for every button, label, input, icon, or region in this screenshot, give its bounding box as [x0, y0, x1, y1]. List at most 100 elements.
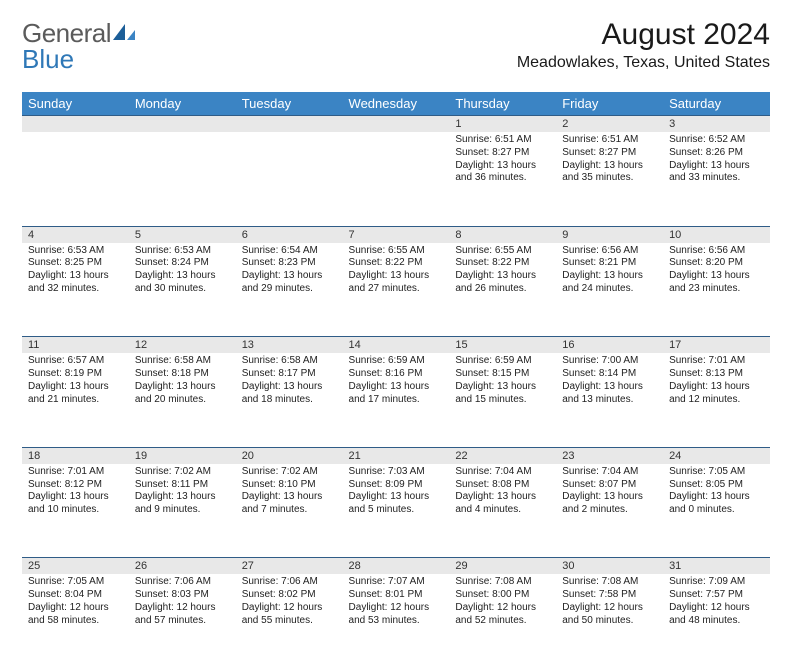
sunset-text: Sunset: 8:16 PM [349, 368, 444, 381]
day-detail: Sunrise: 7:06 AMSunset: 8:02 PMDaylight:… [236, 574, 343, 662]
sunrise-text: Sunrise: 6:51 AM [455, 134, 550, 147]
day-detail [236, 132, 343, 220]
daylight-text: Daylight: 13 hours and 10 minutes. [28, 491, 123, 517]
day-number: 17 [663, 337, 770, 354]
day-number-row: 45678910 [22, 226, 770, 243]
daylight-text: Daylight: 13 hours and 12 minutes. [669, 381, 764, 407]
daylight-text: Daylight: 13 hours and 26 minutes. [455, 270, 550, 296]
day-detail [129, 132, 236, 220]
sunset-text: Sunset: 8:27 PM [562, 147, 657, 160]
daylight-text: Daylight: 12 hours and 48 minutes. [669, 602, 764, 628]
day-detail: Sunrise: 6:59 AMSunset: 8:15 PMDaylight:… [449, 353, 556, 441]
day-number: 10 [663, 226, 770, 243]
daylight-text: Daylight: 13 hours and 5 minutes. [349, 491, 444, 517]
day-number: 2 [556, 116, 663, 133]
day-number: 20 [236, 447, 343, 464]
daylight-text: Daylight: 13 hours and 35 minutes. [562, 160, 657, 186]
weekday-header-row: SundayMondayTuesdayWednesdayThursdayFrid… [22, 92, 770, 116]
sunrise-text: Sunrise: 6:54 AM [242, 245, 337, 258]
sunset-text: Sunset: 8:07 PM [562, 479, 657, 492]
day-detail: Sunrise: 7:06 AMSunset: 8:03 PMDaylight:… [129, 574, 236, 662]
sunset-text: Sunset: 8:26 PM [669, 147, 764, 160]
title-block: August 2024 Meadowlakes, Texas, United S… [517, 18, 770, 72]
sunrise-text: Sunrise: 7:04 AM [455, 466, 550, 479]
weekday-header: Thursday [449, 92, 556, 116]
daylight-text: Daylight: 13 hours and 32 minutes. [28, 270, 123, 296]
day-number-row: 11121314151617 [22, 337, 770, 354]
day-number: 7 [343, 226, 450, 243]
day-detail: Sunrise: 7:05 AMSunset: 8:04 PMDaylight:… [22, 574, 129, 662]
day-detail: Sunrise: 6:53 AMSunset: 8:24 PMDaylight:… [129, 243, 236, 331]
day-number: 1 [449, 116, 556, 133]
day-number [22, 116, 129, 133]
day-number: 13 [236, 337, 343, 354]
daylight-text: Daylight: 13 hours and 29 minutes. [242, 270, 337, 296]
day-number-row: 123 [22, 116, 770, 133]
sail-icon [113, 18, 135, 49]
sunrise-text: Sunrise: 6:55 AM [455, 245, 550, 258]
sunrise-text: Sunrise: 7:00 AM [562, 355, 657, 368]
day-number: 24 [663, 447, 770, 464]
location-text: Meadowlakes, Texas, United States [517, 54, 770, 72]
sunrise-text: Sunrise: 6:58 AM [135, 355, 230, 368]
day-detail: Sunrise: 7:08 AMSunset: 8:00 PMDaylight:… [449, 574, 556, 662]
sunrise-text: Sunrise: 6:56 AM [562, 245, 657, 258]
day-detail-row: Sunrise: 7:05 AMSunset: 8:04 PMDaylight:… [22, 574, 770, 662]
daylight-text: Daylight: 13 hours and 17 minutes. [349, 381, 444, 407]
sunrise-text: Sunrise: 7:06 AM [242, 576, 337, 589]
day-number: 6 [236, 226, 343, 243]
day-detail: Sunrise: 6:58 AMSunset: 8:18 PMDaylight:… [129, 353, 236, 441]
day-number: 27 [236, 558, 343, 575]
day-detail: Sunrise: 6:57 AMSunset: 8:19 PMDaylight:… [22, 353, 129, 441]
sunrise-text: Sunrise: 7:08 AM [562, 576, 657, 589]
day-number: 30 [556, 558, 663, 575]
weekday-header: Saturday [663, 92, 770, 116]
daylight-text: Daylight: 13 hours and 18 minutes. [242, 381, 337, 407]
sunset-text: Sunset: 8:22 PM [349, 257, 444, 270]
day-number: 4 [22, 226, 129, 243]
sunrise-text: Sunrise: 6:59 AM [455, 355, 550, 368]
day-number: 25 [22, 558, 129, 575]
sunset-text: Sunset: 8:17 PM [242, 368, 337, 381]
day-detail: Sunrise: 6:58 AMSunset: 8:17 PMDaylight:… [236, 353, 343, 441]
sunrise-text: Sunrise: 6:57 AM [28, 355, 123, 368]
day-number: 21 [343, 447, 450, 464]
day-detail: Sunrise: 6:52 AMSunset: 8:26 PMDaylight:… [663, 132, 770, 220]
day-detail: Sunrise: 7:03 AMSunset: 8:09 PMDaylight:… [343, 464, 450, 552]
daylight-text: Daylight: 12 hours and 52 minutes. [455, 602, 550, 628]
day-number [236, 116, 343, 133]
day-number: 11 [22, 337, 129, 354]
header: General August 2024 Meadowlakes, Texas, … [22, 18, 770, 72]
day-detail: Sunrise: 6:54 AMSunset: 8:23 PMDaylight:… [236, 243, 343, 331]
day-detail: Sunrise: 7:05 AMSunset: 8:05 PMDaylight:… [663, 464, 770, 552]
daylight-text: Daylight: 13 hours and 27 minutes. [349, 270, 444, 296]
daylight-text: Daylight: 13 hours and 33 minutes. [669, 160, 764, 186]
day-number: 22 [449, 447, 556, 464]
daylight-text: Daylight: 12 hours and 57 minutes. [135, 602, 230, 628]
logo-text-blue: Blue [22, 44, 74, 74]
day-detail: Sunrise: 6:51 AMSunset: 8:27 PMDaylight:… [556, 132, 663, 220]
day-number: 9 [556, 226, 663, 243]
sunset-text: Sunset: 8:27 PM [455, 147, 550, 160]
sunrise-text: Sunrise: 7:09 AM [669, 576, 764, 589]
daylight-text: Daylight: 13 hours and 21 minutes. [28, 381, 123, 407]
day-number: 29 [449, 558, 556, 575]
sunrise-text: Sunrise: 6:55 AM [349, 245, 444, 258]
day-detail [22, 132, 129, 220]
day-number: 8 [449, 226, 556, 243]
sunrise-text: Sunrise: 6:52 AM [669, 134, 764, 147]
day-number: 31 [663, 558, 770, 575]
sunset-text: Sunset: 8:14 PM [562, 368, 657, 381]
sunrise-text: Sunrise: 6:56 AM [669, 245, 764, 258]
sunset-text: Sunset: 8:10 PM [242, 479, 337, 492]
daylight-text: Daylight: 13 hours and 30 minutes. [135, 270, 230, 296]
daylight-text: Daylight: 13 hours and 0 minutes. [669, 491, 764, 517]
sunrise-text: Sunrise: 7:06 AM [135, 576, 230, 589]
sunset-text: Sunset: 8:04 PM [28, 589, 123, 602]
day-detail: Sunrise: 7:00 AMSunset: 8:14 PMDaylight:… [556, 353, 663, 441]
weekday-header: Tuesday [236, 92, 343, 116]
daylight-text: Daylight: 12 hours and 55 minutes. [242, 602, 337, 628]
sunset-text: Sunset: 8:13 PM [669, 368, 764, 381]
sunset-text: Sunset: 8:08 PM [455, 479, 550, 492]
day-detail: Sunrise: 7:01 AMSunset: 8:13 PMDaylight:… [663, 353, 770, 441]
